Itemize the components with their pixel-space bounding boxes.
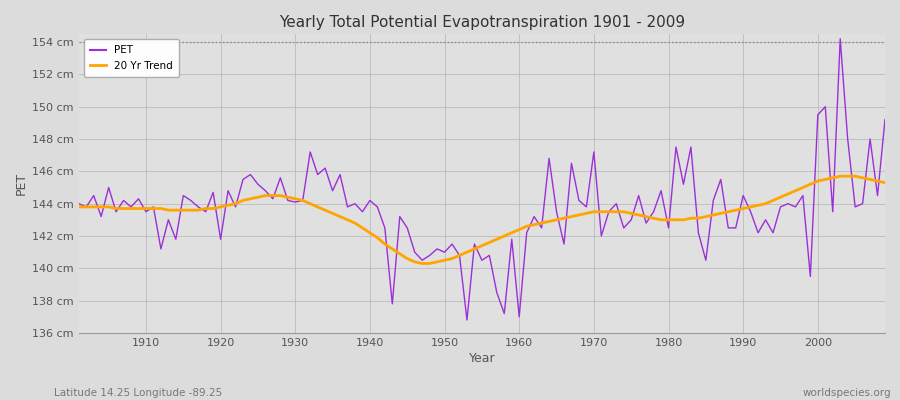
X-axis label: Year: Year bbox=[469, 352, 495, 365]
Y-axis label: PET: PET bbox=[15, 172, 28, 195]
Title: Yearly Total Potential Evapotranspiration 1901 - 2009: Yearly Total Potential Evapotranspiratio… bbox=[279, 15, 685, 30]
Legend: PET, 20 Yr Trend: PET, 20 Yr Trend bbox=[84, 39, 179, 77]
Text: worldspecies.org: worldspecies.org bbox=[803, 388, 891, 398]
Text: Latitude 14.25 Longitude -89.25: Latitude 14.25 Longitude -89.25 bbox=[54, 388, 222, 398]
